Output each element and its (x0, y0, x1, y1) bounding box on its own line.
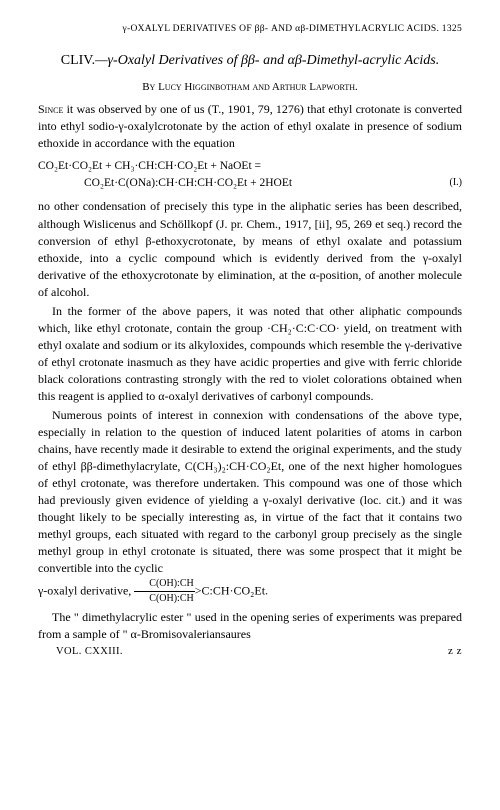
paragraph-2: no other condensation of precisely this … (38, 198, 462, 300)
para4a: Numerous points of interest in connexion… (38, 408, 462, 575)
equation-line2: CO₂Et·C(ONa):CH·CH:CH·CO₂Et + 2HOEt (84, 177, 292, 189)
fraction-top: C(OH):CH (134, 577, 194, 592)
para4b: γ-oxalyl derivative, (38, 584, 134, 598)
article-title: CLIV.—γ-Oxalyl Derivatives of ββ- and αβ… (38, 52, 462, 71)
para1-body: it was observed by one of us (T., 1901, … (38, 102, 462, 150)
footer: VOL. CXXIII. z z (38, 645, 462, 657)
equation-line1: CO₂Et·CO₂Et + CH₃·CH:CH·CO₂Et + NaOEt = (38, 160, 261, 172)
paragraph-5: The " dimethylacrylic ester " used in th… (38, 609, 462, 643)
fraction: C(OH):CHC(OH):CH (134, 577, 194, 606)
equation-block: CO₂Et·CO₂Et + CH₃·CH:CH·CO₂Et + NaOEt = … (38, 158, 462, 193)
paragraph-1: Since it was observed by one of us (T., … (38, 101, 462, 152)
running-head: γ-OXALYL DERIVATIVES OF ββ- AND αβ-DIMET… (38, 24, 462, 34)
fraction-bottom: C(OH):CH (134, 592, 194, 606)
title-text: —γ-Oxalyl Derivatives of ββ- and αβ-Dime… (95, 53, 439, 68)
equation-number: (I.) (450, 175, 463, 190)
para4c: >C:CH·CO₂Et. (195, 584, 268, 598)
paragraph-4: Numerous points of interest in connexion… (38, 407, 462, 607)
paragraph-3: In the former of the above papers, it wa… (38, 303, 462, 405)
footer-sig: z z (448, 645, 462, 657)
title-number: CLIV. (61, 53, 95, 68)
opening-word: Since (38, 102, 63, 116)
footer-volume: VOL. CXXIII. (38, 646, 123, 657)
byline: By Lucy Higginbotham and Arthur Lapworth… (38, 81, 462, 93)
